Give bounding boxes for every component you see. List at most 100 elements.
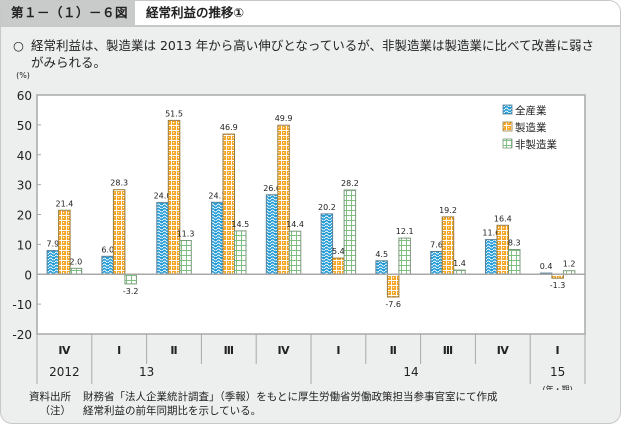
bar-manufacturing [58,209,71,275]
x-tick-label: Ⅲ [224,344,234,357]
data-label: 0.4 [540,262,553,271]
y-tick-label: 50 [17,119,32,133]
data-label: 21.4 [55,199,73,208]
y-tick-label: -20 [12,328,32,342]
bar-chart: 7.9 6.0 24.0 24.1 26.6 20.2 4.5 7.6 11.6 0.4 21.4 2… [12,71,586,390]
legend-label-non-manufacturing: 非製造業 [515,138,557,151]
bar-manufacturing [496,224,509,275]
bar-non-manufacturing [508,249,521,275]
bullet-circle-icon: ○ [13,38,24,53]
x-tick-label: Ⅰ [556,344,560,357]
year-label: 2012 [49,365,80,379]
x-tick-label: Ⅳ [278,344,291,357]
data-label: 16.4 [494,214,512,223]
y-tick-label: 60 [17,89,32,103]
x-tick-label: Ⅱ [390,344,397,357]
bar-manufacturing [277,124,290,275]
bar-manufacturing [112,189,126,275]
summary-text: ○ 経常利益は、製造業は 2013 年から高い伸びとなっているが、非製造業は製造業… [13,37,613,71]
source-row: 資料出所 財務省「法人企業統計調査」（季報）をもとに厚生労働省労働政策担当参事官… [17,390,498,404]
x-tick-label: Ⅳ [497,344,510,357]
data-label: 24.0 [154,192,172,201]
x-tick-label: Ⅲ [443,344,453,357]
bar-all-industries [265,194,279,275]
legend-label-manufacturing: 製造業 [515,121,547,134]
plot-area [36,94,586,335]
data-label: 28.3 [110,179,128,188]
bar-manufacturing [222,133,235,275]
bar-all-industries [320,213,334,275]
bar-all-industries [211,201,224,275]
data-label: 49.9 [275,114,293,123]
bar-manufacturing [332,257,345,275]
data-label: 11.6 [482,229,500,238]
data-label: 14.4 [286,220,304,229]
data-label: 12.1 [396,227,414,236]
bar-all-industries [375,260,388,275]
data-label: 8.3 [508,239,521,248]
bar-manufacturing [386,273,400,298]
data-label: 2.0 [70,257,83,266]
bar-manufacturing [167,119,181,275]
x-tick-label: Ⅳ [58,344,71,357]
bar-non-manufacturing [179,240,192,275]
note-label: （注） [39,405,72,417]
title-bar: 第１－（１）－６図 経常利益の推移① [1,1,620,27]
data-label: 7.6 [430,241,443,250]
bar-non-manufacturing [288,230,302,275]
legend-swatch-all-industries [502,104,513,115]
data-label: 26.6 [263,184,281,193]
data-label: 4.5 [375,250,388,259]
data-label: 1.4 [453,259,466,268]
legend-swatch-non-manufacturing [502,138,513,149]
summary-line-2: がみられる。 [31,55,107,70]
bar-all-industries [101,255,114,275]
data-label: 20.2 [318,203,336,212]
bar-all-industries [430,251,443,275]
data-label: 46.9 [220,123,238,132]
data-label: 7.9 [47,240,60,249]
bar-non-manufacturing [343,189,357,275]
data-label: 51.5 [165,109,183,118]
bar-non-manufacturing [69,267,83,275]
legend-label-all-industries: 全産業 [515,104,547,117]
y-tick-label: 10 [17,238,32,252]
year-label: 15 [550,365,565,379]
y-tick-label: 20 [17,209,32,223]
data-label: -3.2 [123,287,139,296]
legend-swatch-manufacturing [502,121,513,132]
data-label: -7.6 [385,300,401,309]
bar-non-manufacturing [398,237,411,275]
note-row: （注） 経常利益の前年同期比を示している。 [17,404,498,418]
y-axis-unit: (%) [16,71,30,80]
x-tick-label: Ⅰ [336,344,340,357]
data-label: 14.5 [231,220,249,229]
data-label: -1.3 [550,281,566,290]
bar-manufacturing [441,216,455,275]
figure-title: 経常利益の推移① [146,5,245,20]
source-text: 財務省「法人企業統計調査」（季報）をもとに厚生労働省労働政策担当参事官室にて作成 [83,391,498,403]
bar-all-industries [485,239,498,275]
note-text: 経常利益の前年同期比を示している。 [83,405,262,417]
bar-non-manufacturing [234,230,247,275]
bar-non-manufacturing [124,273,137,285]
bar-all-industries [46,250,60,275]
year-label: 14 [403,365,418,379]
data-label: 5.4 [332,247,345,256]
x-tick-label: Ⅰ [117,344,121,357]
x-axis-unit: (年・期) [542,384,572,390]
y-tick-label: 30 [17,179,32,193]
data-label: 6.0 [101,245,114,254]
data-label: 11.3 [177,230,195,239]
year-label: 13 [139,365,154,379]
data-label: 24.1 [208,191,226,200]
y-tick-label: 40 [17,149,32,163]
y-tick-label: 0 [24,268,32,282]
data-label: 28.2 [341,179,359,188]
data-label: 19.2 [439,206,457,215]
notes: 資料出所 財務省「法人企業統計調査」（季報）をもとに厚生労働省労働政策担当参事官… [17,390,498,418]
bar-all-industries [156,202,169,275]
x-tick-label: Ⅱ [170,344,177,357]
